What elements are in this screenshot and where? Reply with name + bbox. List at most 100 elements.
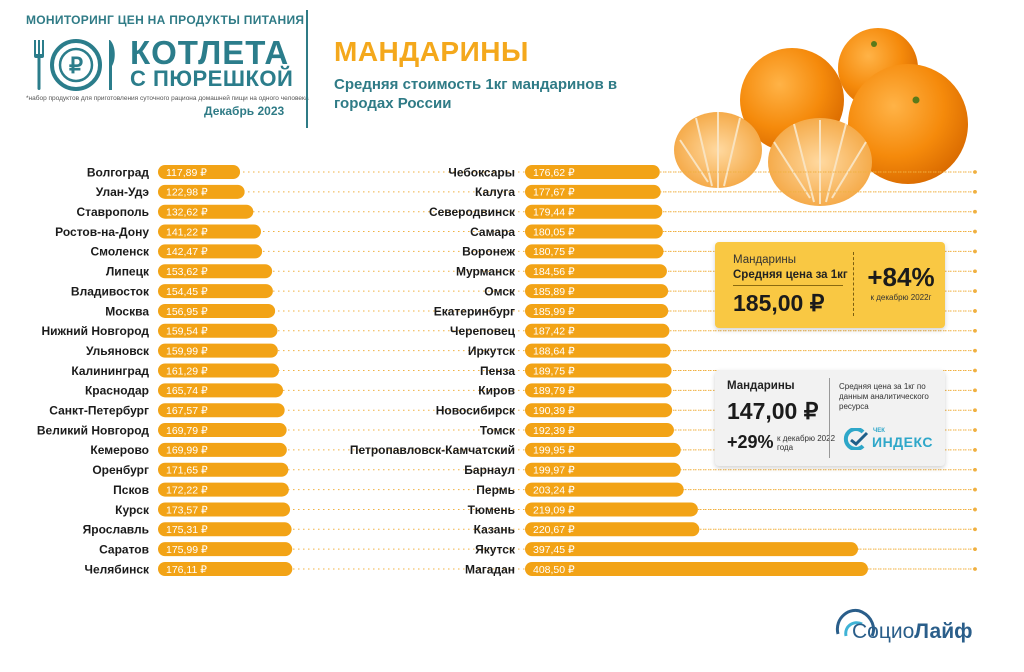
category-label: Тюмень bbox=[468, 503, 515, 517]
category-label: Новосибирск bbox=[436, 404, 516, 418]
value-label: 161,29 ₽ bbox=[166, 365, 208, 377]
bar bbox=[158, 224, 262, 239]
value-label: 159,99 ₽ bbox=[166, 345, 208, 357]
bar bbox=[158, 363, 280, 378]
guide-line-end bbox=[973, 547, 977, 551]
category-label: Петропавловск-Камчатский bbox=[350, 443, 515, 457]
guide-line-end bbox=[973, 269, 977, 274]
value-label: 176,62 ₽ bbox=[533, 167, 575, 179]
bar bbox=[158, 542, 293, 557]
value-label: 142,47 ₽ bbox=[166, 246, 208, 258]
value-label: 176,11 ₽ bbox=[166, 564, 207, 576]
bar bbox=[525, 343, 671, 358]
category-label: Мурманск bbox=[456, 265, 516, 279]
bar bbox=[525, 562, 868, 576]
category-label: Курск bbox=[115, 503, 150, 517]
category-label: Казань bbox=[474, 523, 515, 537]
bar bbox=[158, 264, 273, 279]
guide-line-end bbox=[973, 428, 977, 432]
chek-card-divider bbox=[829, 378, 830, 458]
bar bbox=[158, 343, 278, 358]
guide-line-end bbox=[973, 507, 977, 512]
bar bbox=[158, 522, 292, 537]
guide-line-end bbox=[973, 467, 977, 472]
bar bbox=[158, 442, 287, 457]
guide-line-end bbox=[973, 289, 977, 293]
guide-line-end bbox=[973, 348, 977, 353]
avg-card-change-note: к декабрю 2022г bbox=[870, 293, 932, 302]
category-label: Ярославль bbox=[83, 523, 149, 537]
category-label: Ростов-на-Дону bbox=[55, 225, 149, 239]
chek-card-change-note: к декабрю 2022 года bbox=[777, 434, 836, 452]
category-label: Смоленск bbox=[91, 245, 150, 259]
avg-card-divider bbox=[853, 252, 855, 316]
value-label: 132,62 ₽ bbox=[166, 207, 208, 219]
category-label: Магадан bbox=[465, 562, 515, 576]
category-label: Великий Новгород bbox=[37, 423, 149, 437]
value-label: 220,67 ₽ bbox=[533, 524, 575, 536]
chart-subtitle: Средняя стоимость 1кг мандаринов в город… bbox=[334, 76, 618, 112]
bar bbox=[158, 184, 245, 199]
chek-card-label: Мандарины bbox=[727, 380, 795, 392]
category-label: Оренбург bbox=[92, 463, 149, 477]
sociolife-logo-text: СоциоЛайф bbox=[852, 620, 973, 644]
chek-index-logo-text: ИНДЕКС bbox=[872, 434, 933, 450]
value-label: 188,64 ₽ bbox=[533, 345, 575, 357]
bar bbox=[158, 423, 287, 438]
svg-text:₽: ₽ bbox=[69, 53, 83, 78]
chek-index-logo-icon bbox=[843, 428, 869, 450]
guide-line-end bbox=[973, 388, 977, 393]
value-label: 175,31 ₽ bbox=[166, 524, 208, 536]
category-label: Санкт-Петербург bbox=[49, 404, 149, 418]
category-label: Волгоград bbox=[87, 165, 149, 179]
category-label: Воронеж bbox=[462, 245, 515, 259]
guide-line-end bbox=[973, 487, 977, 492]
guide-line-end bbox=[973, 329, 977, 333]
bar bbox=[525, 284, 669, 299]
bar bbox=[525, 522, 700, 537]
category-label: Саратов bbox=[99, 542, 149, 556]
bar bbox=[525, 204, 663, 219]
category-label: Пермь bbox=[476, 483, 515, 497]
chek-index-card: Мандарины 147,00 ₽ +29% к декабрю 2022 г… bbox=[715, 370, 945, 466]
category-label: Ставрополь bbox=[76, 205, 149, 219]
bar bbox=[525, 165, 660, 179]
bar bbox=[158, 244, 263, 259]
category-label: Краснодар bbox=[85, 384, 149, 398]
bar bbox=[158, 462, 289, 477]
value-label: 141,22 ₽ bbox=[166, 226, 208, 238]
value-label: 156,95 ₽ bbox=[166, 306, 208, 318]
bar bbox=[525, 423, 674, 438]
value-label: 117,89 ₽ bbox=[166, 167, 207, 179]
category-label: Томск bbox=[480, 423, 516, 437]
bar bbox=[158, 482, 289, 497]
value-label: 199,95 ₽ bbox=[533, 445, 575, 457]
bar bbox=[525, 442, 681, 457]
value-label: 165,74 ₽ bbox=[166, 385, 208, 397]
guide-line-end bbox=[973, 408, 977, 413]
category-label: Калуга bbox=[475, 185, 515, 199]
bar bbox=[158, 502, 291, 517]
category-label: Кемерово bbox=[90, 443, 149, 457]
category-label: Пенза bbox=[480, 364, 515, 378]
avg-card-change: +84% bbox=[867, 262, 935, 292]
value-label: 203,24 ₽ bbox=[533, 484, 575, 496]
category-label: Северодвинск bbox=[429, 205, 516, 219]
value-label: 167,57 ₽ bbox=[166, 405, 208, 417]
category-label: Киров bbox=[478, 384, 515, 398]
avg-card-price: 185,00 ₽ bbox=[733, 290, 825, 316]
value-label: 169,99 ₽ bbox=[166, 445, 208, 457]
bar bbox=[525, 184, 661, 199]
value-label: 190,39 ₽ bbox=[533, 405, 575, 417]
footnote: *набор продуктов для приготовления суточ… bbox=[26, 95, 309, 102]
value-label: 219,09 ₽ bbox=[533, 504, 575, 516]
bar bbox=[158, 323, 278, 338]
category-label: Самара bbox=[470, 225, 515, 239]
bar bbox=[525, 383, 672, 398]
category-label: Иркутск bbox=[468, 344, 516, 358]
bar bbox=[525, 502, 698, 517]
bar bbox=[525, 462, 681, 477]
brand-title-line1: КОТЛЕТА bbox=[130, 34, 290, 71]
chek-card-price: 147,00 ₽ bbox=[727, 398, 819, 424]
